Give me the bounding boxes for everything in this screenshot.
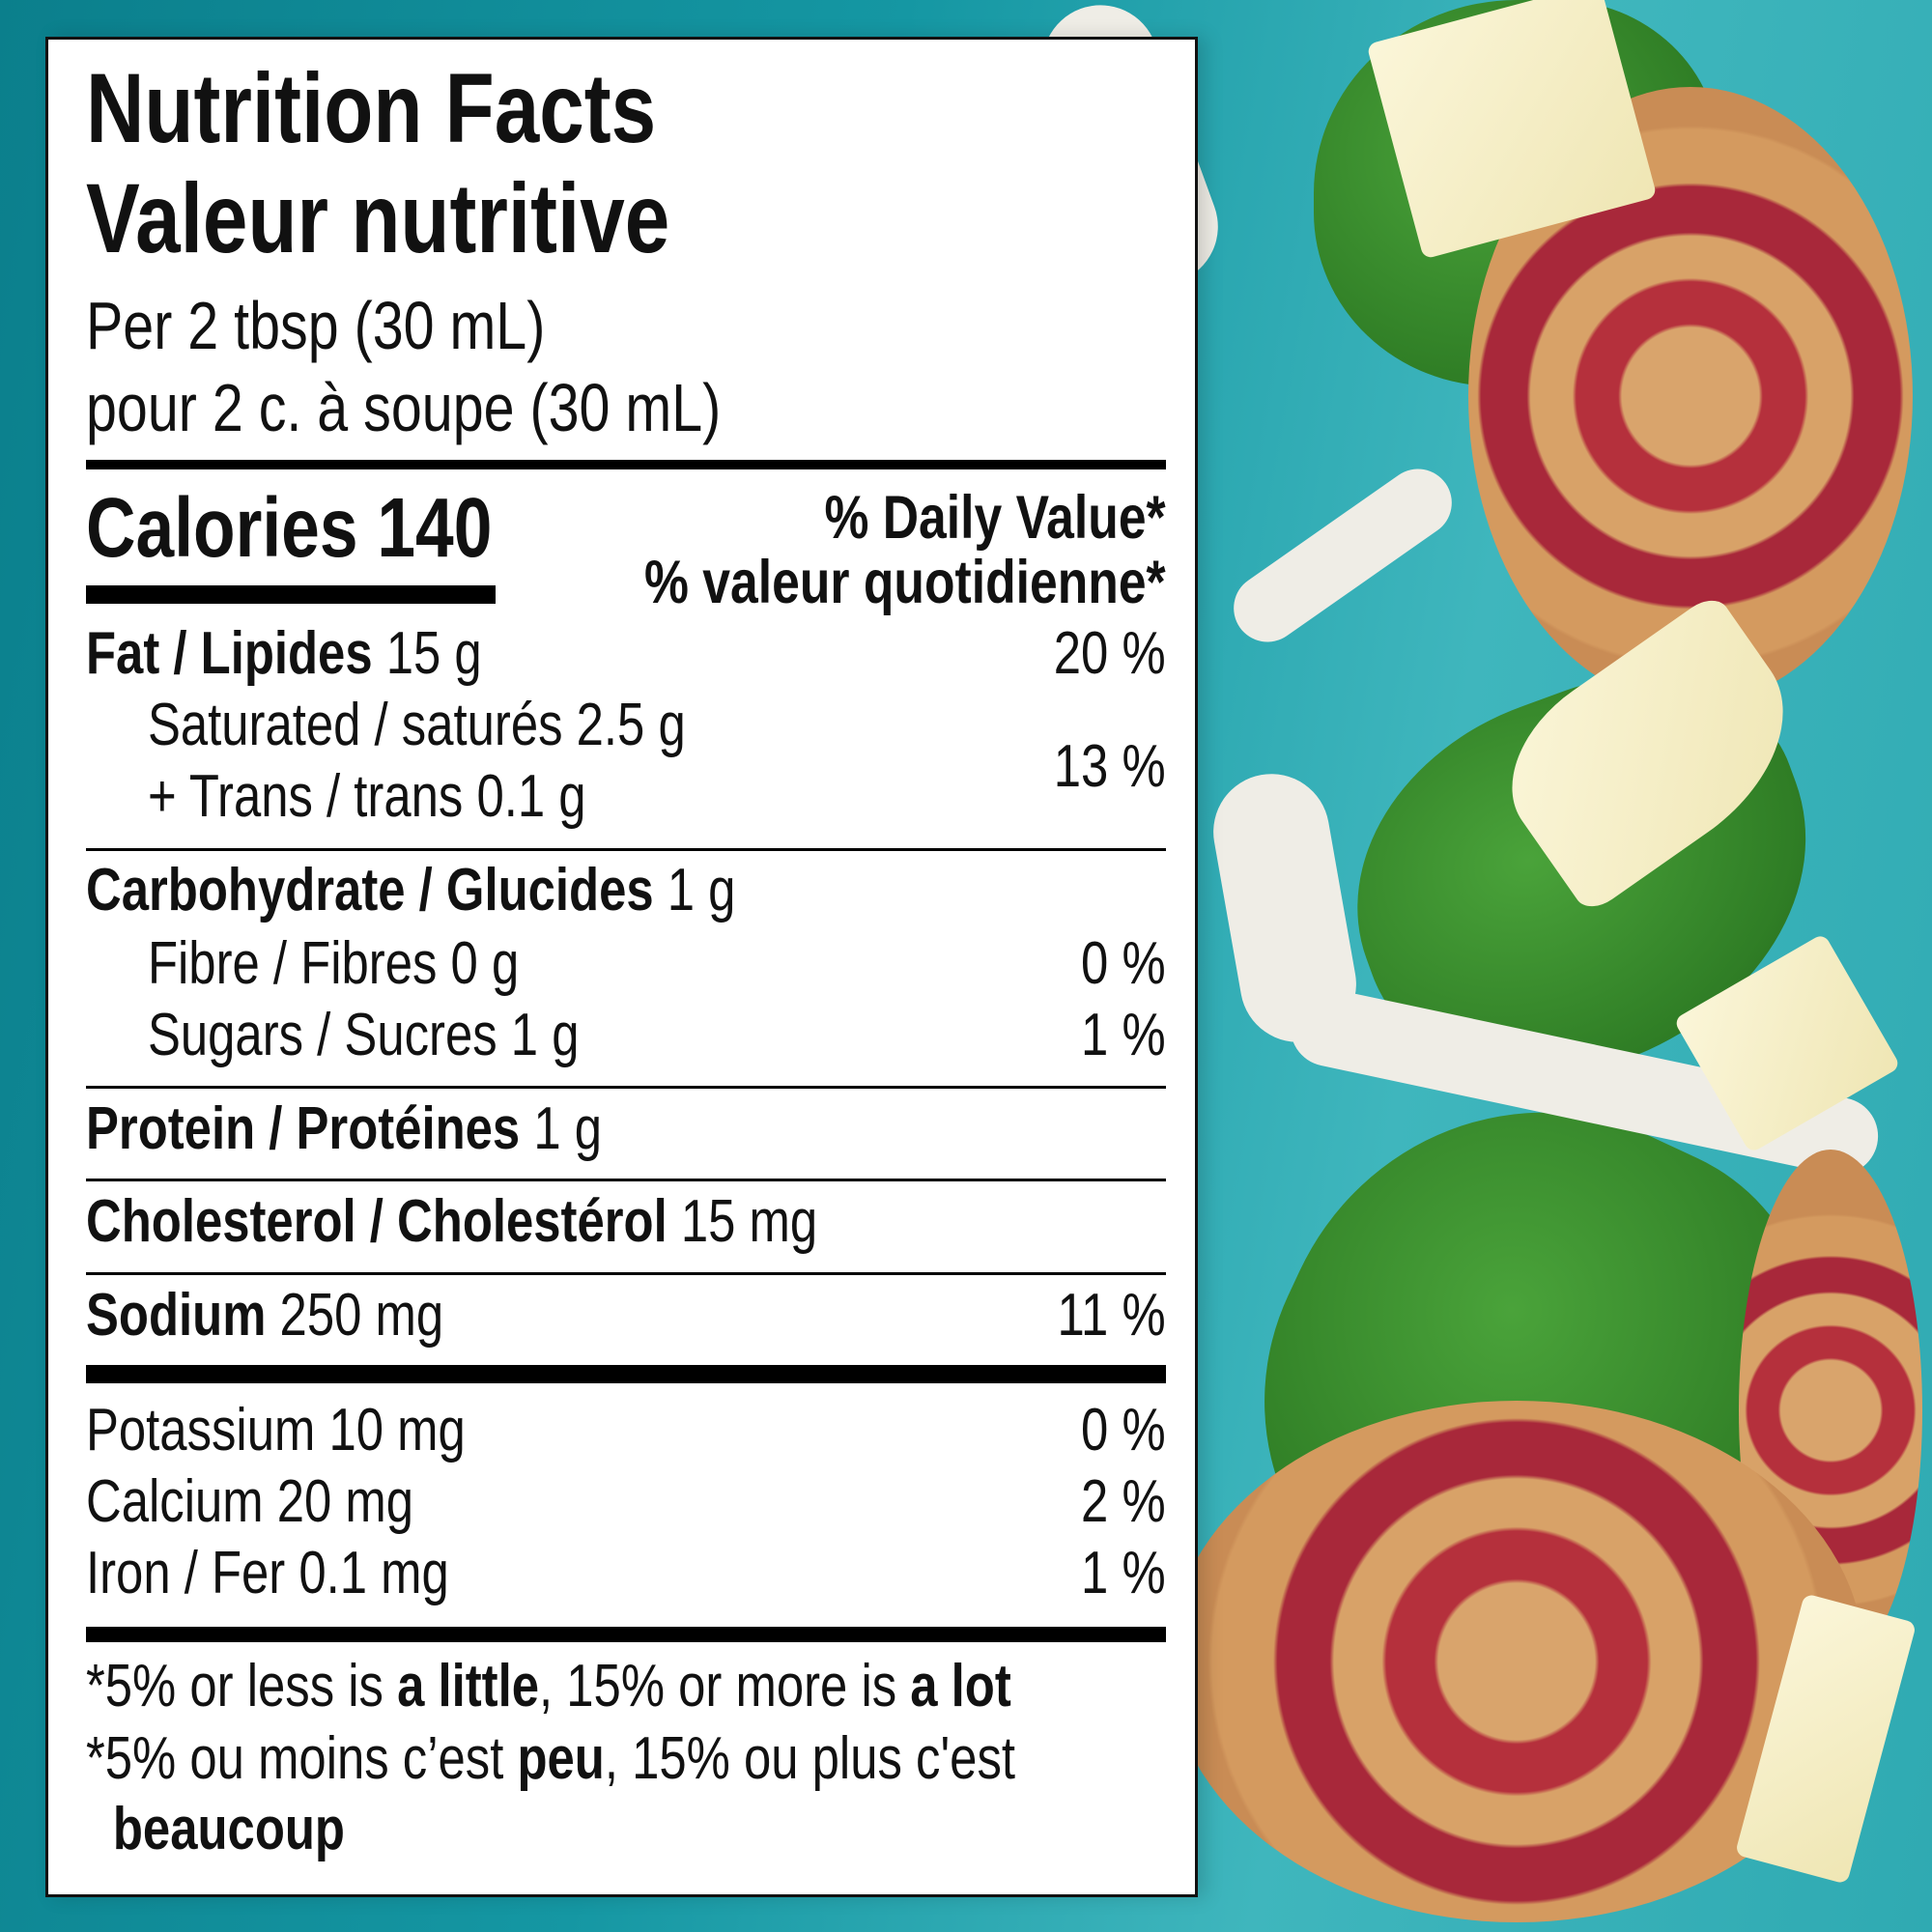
row-trans: + Trans / trans 0.1 g [86, 767, 1166, 827]
row-protein: Protein / Protéines 1 g [86, 1099, 1166, 1159]
nutrient-amount: 15 g [385, 620, 482, 687]
nutrient-name: Cholesterol / Cholestérol [86, 1188, 668, 1255]
footnote-fr-continued: beaucoup [86, 1800, 1166, 1860]
daily-value-header-en: % Daily Value* [824, 484, 1166, 552]
saturated-trans-dv: 13 % [1053, 733, 1166, 800]
nutrient-amount: 1 g [667, 857, 736, 923]
nutrient-amount: 2.5 g [576, 692, 686, 758]
label-text: Nutrition Facts Valeur nutritive Per 2 t… [86, 0, 1166, 1893]
nutrient-name: Sugars / Sucres [147, 1002, 497, 1068]
footnote-en: *5% or less is a little, 15% or more is … [86, 1657, 1166, 1717]
row-carbohydrate: Carbohydrate / Glucides 1 g [86, 861, 1166, 921]
serving-size-fr: pour 2 c. à soupe (30 mL) [86, 370, 722, 445]
nutrient-amount: 10 mg [328, 1397, 466, 1463]
footnote-bold: peu [517, 1725, 605, 1792]
footnote-text: , 15% or more is [539, 1653, 911, 1719]
nutrient-name: Sodium [86, 1282, 267, 1349]
footnote-bold: beaucoup [112, 1796, 345, 1862]
nutrient-name: Protein / Protéines [86, 1095, 521, 1162]
title-en: Nutrition Facts [86, 53, 657, 163]
nutrient-dv: 20 % [1053, 620, 1166, 687]
nutrient-amount: 1 g [510, 1002, 580, 1068]
row-potassium: Potassium 10 mg 0 % [86, 1401, 1166, 1461]
footnote-fr: *5% ou moins c’est peu, 15% ou plus c'es… [86, 1729, 1166, 1789]
divider [86, 1179, 1166, 1181]
divider [86, 1272, 1166, 1275]
nutrient-amount: 1 g [533, 1095, 603, 1162]
footnote-text: *5% ou moins c’est [86, 1725, 518, 1792]
nutrient-amount: 0 g [450, 930, 520, 997]
serving-size-en: Per 2 tbsp (30 mL) [86, 288, 546, 363]
nutrient-name: + Trans / trans [147, 763, 464, 830]
row-sugars: Sugars / Sucres 1 g 1 % [86, 1006, 1166, 1065]
calories-bar [86, 585, 496, 604]
dressing-drizzle [1220, 455, 1465, 656]
nutrient-dv: 1 % [1081, 1002, 1166, 1068]
nutrient-dv: 1 % [1081, 1540, 1166, 1606]
divider [86, 848, 1166, 851]
row-iron: Iron / Fer 0.1 mg 1 % [86, 1544, 1166, 1604]
calories-label: Calories [86, 481, 358, 575]
row-fat: Fat / Lipides 15 g 20 % [86, 624, 1166, 684]
row-sodium: Sodium 250 mg 11 % [86, 1286, 1166, 1346]
row-fibre: Fibre / Fibres 0 g 0 % [86, 934, 1166, 994]
footnote-bold: a little [397, 1653, 540, 1719]
nutrient-name: Saturated / saturés [147, 692, 563, 758]
calories-value: 140 [377, 481, 493, 575]
divider [86, 1086, 1166, 1089]
thick-divider [86, 460, 1166, 469]
nutrition-facts-panel [45, 37, 1198, 1897]
nutrient-amount: 15 mg [680, 1188, 818, 1255]
calories: Calories 140 [86, 486, 1166, 570]
nutrient-amount: 0.1 g [476, 763, 586, 830]
nutrient-name: Calcium [86, 1468, 264, 1535]
nutrient-name: Potassium [86, 1397, 316, 1463]
nutrient-dv: 0 % [1081, 930, 1166, 997]
footnote-text: , 15% ou plus c'est [604, 1725, 1016, 1792]
nutrient-name: Carbohydrate / Glucides [86, 857, 654, 923]
nutrient-name: Fat / Lipides [86, 620, 373, 687]
footnote-text: *5% or less is [86, 1653, 398, 1719]
footnote-bold: a lot [910, 1653, 1011, 1719]
daily-value-header-fr: % valeur quotidienne* [643, 549, 1166, 616]
title-fr: Valeur nutritive [86, 163, 670, 273]
row-calcium: Calcium 20 mg 2 % [86, 1472, 1166, 1532]
nutrient-dv: 0 % [1081, 1397, 1166, 1463]
nutrient-amount: 20 mg [276, 1468, 414, 1535]
nutrient-dv: 2 % [1081, 1468, 1166, 1535]
thick-divider [86, 1365, 1166, 1383]
row-saturated: Saturated / saturés 2.5 g [86, 696, 1166, 755]
nutrient-amount: 250 mg [279, 1282, 444, 1349]
nutrient-name: Fibre / Fibres [147, 930, 438, 997]
nutrient-name: Iron / Fer [86, 1540, 286, 1606]
nutrient-amount: 0.1 mg [298, 1540, 449, 1606]
thick-divider [86, 1627, 1166, 1642]
row-cholesterol: Cholesterol / Cholestérol 15 mg [86, 1192, 1166, 1252]
nutrient-dv: 11 % [1057, 1282, 1166, 1349]
